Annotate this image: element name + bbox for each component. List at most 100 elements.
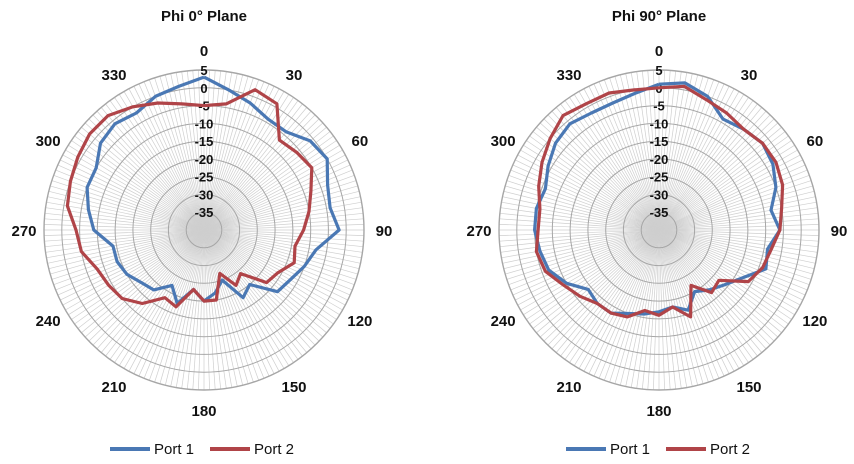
- spoke-line: [501, 229, 660, 259]
- spoke-line: [60, 229, 205, 301]
- spoke-line: [658, 212, 819, 231]
- spoke-line: [203, 229, 280, 372]
- spoke-line: [512, 164, 660, 231]
- grid-ring: [605, 176, 713, 284]
- spoke-line: [203, 229, 337, 320]
- spoke-line: [170, 73, 205, 231]
- series-line-port-2: [65, 88, 314, 309]
- spoke-line: [658, 229, 798, 311]
- spoke-line: [499, 229, 660, 236]
- spoke-line: [81, 229, 205, 334]
- spoke-line: [203, 229, 222, 390]
- spoke-line: [500, 207, 660, 231]
- spoke-line: [658, 70, 671, 231]
- grid-ring: [622, 193, 696, 267]
- spoke-line: [203, 229, 275, 374]
- spoke-line: [641, 70, 660, 231]
- spoke-line: [170, 229, 205, 387]
- spoke-line: [658, 229, 818, 253]
- grid-ring: [43, 69, 365, 391]
- spoke-line: [658, 229, 803, 301]
- spoke-line: [609, 77, 660, 231]
- spoke-line: [503, 190, 660, 231]
- chart-title: Phi 0° Plane: [161, 8, 247, 25]
- spoke-line: [203, 196, 361, 231]
- spoke-line: [636, 71, 660, 231]
- spoke-line: [510, 169, 660, 231]
- spoke-line: [603, 79, 660, 231]
- spoke-line: [603, 229, 660, 381]
- spoke-line: [203, 229, 312, 350]
- spoke-line: [186, 70, 205, 231]
- series-lines: [532, 81, 785, 319]
- spoke-line: [74, 229, 205, 325]
- spoke-line: [551, 229, 660, 350]
- spoke-line: [658, 91, 740, 231]
- spoke-line: [619, 74, 660, 231]
- spoke-line: [203, 229, 334, 325]
- spoke-line: [653, 70, 660, 231]
- spoke-line: [658, 229, 709, 383]
- spoke-line: [515, 229, 660, 301]
- spoke-line: [543, 229, 660, 342]
- spoke-line: [100, 107, 205, 231]
- spoke-line: [203, 159, 348, 231]
- spoke-line: [658, 201, 817, 231]
- chart-title: Phi 90° Plane: [612, 8, 706, 25]
- spoke-line: [203, 229, 357, 280]
- chart-phi-0-plane: Phi 0° Plane 5 0 -5 -10 -15 -20 -25 -30 -35 0 30 6…: [11, 8, 392, 420]
- spoke-line: [203, 103, 303, 231]
- spoke-line: [203, 154, 346, 231]
- spoke-line: [512, 229, 660, 296]
- spoke-line: [186, 229, 205, 390]
- spoke-line: [539, 122, 660, 231]
- spoke-line: [175, 72, 205, 231]
- spoke-line: [658, 224, 819, 231]
- spoke-line: [547, 114, 660, 231]
- grid-ring: [96, 122, 312, 338]
- spoke-line: [658, 229, 815, 270]
- spoke-line: [555, 107, 660, 231]
- spoke-line: [203, 229, 364, 242]
- spoke-line: [203, 229, 360, 270]
- spoke-line: [203, 72, 233, 231]
- spoke-line: [630, 72, 660, 231]
- radial-tick-label: -30: [195, 187, 214, 202]
- spoke-line: [50, 229, 205, 275]
- angle-label: 150: [281, 379, 306, 396]
- spoke-line: [203, 229, 233, 388]
- spoke-line: [551, 110, 660, 231]
- spoke-line: [203, 229, 320, 342]
- spoke-line: [154, 229, 205, 383]
- spoke-line: [203, 229, 260, 381]
- spoke-line: [203, 229, 249, 384]
- spoke-line: [658, 77, 709, 231]
- spoke-line: [506, 180, 660, 231]
- spoke-line: [578, 229, 660, 369]
- spoke-line: [100, 229, 205, 353]
- legend-label-port-1: Port 1: [610, 441, 650, 458]
- angle-label: 330: [101, 67, 126, 84]
- spoke-line: [658, 74, 699, 231]
- radial-tick-label: 5: [200, 63, 207, 78]
- spoke-line: [520, 149, 660, 231]
- spoke-line: [547, 229, 660, 346]
- radial-tick-label: 5: [655, 63, 662, 78]
- spoke-line: [65, 149, 205, 231]
- spoke-line: [658, 229, 819, 242]
- spoke-line: [526, 140, 660, 231]
- spoke-line: [658, 229, 795, 316]
- spoke-line: [503, 229, 660, 270]
- spoke-line: [502, 196, 660, 231]
- spoke-line: [203, 229, 244, 386]
- spoke-line: [647, 70, 660, 231]
- spoke-line: [128, 88, 205, 231]
- spoke-line: [658, 76, 704, 231]
- spoke-line: [658, 70, 665, 231]
- spoke-line: [203, 229, 216, 390]
- spoke-line: [506, 229, 660, 280]
- spoke-line: [529, 229, 660, 325]
- spoke-line: [50, 185, 205, 231]
- grid-ring: [185, 211, 223, 249]
- spoke-line: [539, 229, 660, 338]
